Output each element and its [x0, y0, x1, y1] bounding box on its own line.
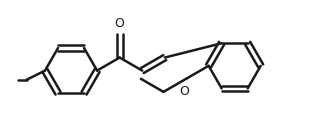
Text: O: O	[180, 85, 189, 98]
Text: O: O	[115, 17, 124, 30]
